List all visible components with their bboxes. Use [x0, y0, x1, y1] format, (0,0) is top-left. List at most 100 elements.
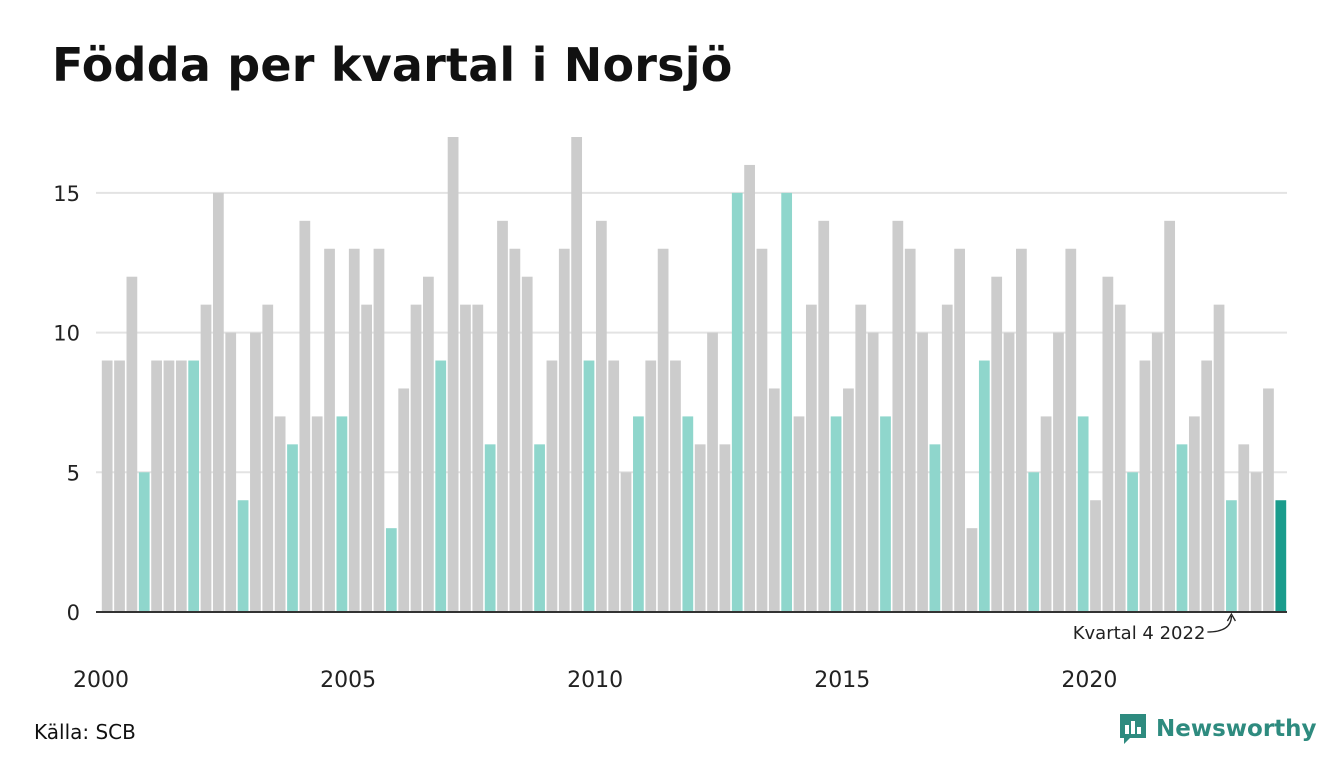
bars — [101, 137, 1287, 612]
x-tick-label: 2005 — [320, 668, 376, 693]
x-tick-label: 2020 — [1061, 668, 1117, 693]
bar — [1053, 332, 1064, 612]
bar — [781, 192, 793, 612]
bar — [237, 500, 249, 612]
bar — [892, 220, 904, 612]
source-label: Källa: SCB — [34, 720, 136, 744]
annotation-arrow — [1207, 615, 1233, 633]
bar — [101, 360, 113, 612]
bar — [361, 304, 372, 612]
bar — [410, 304, 422, 612]
bar — [1164, 220, 1176, 612]
bar — [633, 416, 644, 612]
bar — [447, 137, 459, 612]
bar — [484, 444, 496, 612]
bar — [620, 472, 632, 612]
annotation-arrowhead — [1226, 612, 1236, 622]
bar — [126, 276, 138, 612]
bar — [1102, 276, 1114, 612]
bar — [151, 360, 162, 612]
y-tick-label: 15 — [53, 182, 80, 206]
bar — [880, 416, 891, 612]
bar — [805, 304, 817, 612]
bar — [385, 528, 397, 612]
bar — [1003, 332, 1015, 612]
bar — [324, 248, 335, 612]
bar — [830, 416, 842, 612]
bar — [336, 416, 348, 612]
bar — [608, 360, 620, 612]
bar — [707, 332, 718, 612]
bar — [188, 360, 200, 612]
bar — [546, 360, 558, 612]
bar — [1263, 388, 1274, 612]
bar — [497, 220, 508, 612]
bar — [311, 416, 323, 612]
bar — [929, 444, 941, 612]
bar — [1139, 360, 1151, 612]
bar — [423, 276, 434, 612]
bar-chart: 0 5 10 15 2000 2005 2010 2015 2020 Kvartal 4 20… — [53, 137, 1287, 693]
bar — [1040, 416, 1052, 612]
bar — [175, 360, 187, 612]
bar — [1238, 444, 1250, 612]
x-tick-label: 2015 — [814, 668, 870, 693]
bar — [138, 472, 150, 612]
x-tick-label: 2000 — [73, 668, 129, 693]
bar — [1250, 472, 1262, 612]
bar — [212, 192, 224, 612]
bar — [225, 332, 237, 612]
x-tick-label: 2010 — [567, 668, 623, 693]
bar — [1016, 248, 1027, 612]
bar — [843, 388, 854, 612]
y-tick-label: 0 — [67, 601, 80, 625]
bar — [645, 360, 657, 612]
newsworthy-logo-icon — [1120, 714, 1146, 744]
bar — [398, 388, 410, 612]
bar — [373, 248, 385, 612]
bar — [1151, 332, 1163, 612]
bar — [262, 304, 274, 612]
bar — [793, 416, 805, 612]
bar — [978, 360, 990, 612]
bar — [904, 248, 916, 612]
bar — [595, 220, 607, 612]
bar — [731, 192, 743, 612]
bar — [991, 276, 1003, 612]
bar — [855, 304, 867, 612]
bar — [867, 332, 879, 612]
bar — [558, 248, 570, 612]
bar — [509, 248, 521, 612]
bar — [1213, 304, 1225, 612]
bar — [521, 276, 533, 612]
annotation-group: Kvartal 4 2022 — [1073, 612, 1236, 644]
bar — [200, 304, 212, 612]
bar — [941, 304, 953, 612]
bar — [917, 332, 928, 612]
bar — [744, 164, 755, 612]
bar — [756, 248, 768, 612]
bar — [287, 444, 298, 612]
y-tick-label: 5 — [67, 461, 80, 485]
bar — [670, 360, 681, 612]
y-axis-ticks: 0 5 10 15 — [53, 182, 80, 625]
bar — [534, 444, 545, 612]
annotation-label: Kvartal 4 2022 — [1073, 623, 1206, 644]
bar — [1077, 416, 1089, 612]
bar — [954, 248, 965, 612]
x-axis-ticks: 2000 2005 2010 2015 2020 — [73, 668, 1117, 693]
newsworthy-logo: Newsworthy — [1118, 712, 1317, 746]
bar — [768, 388, 780, 612]
bar — [114, 360, 125, 612]
bar — [250, 332, 261, 612]
bar — [657, 248, 669, 612]
brand-name: Newsworthy — [1156, 716, 1317, 742]
bar — [694, 444, 706, 612]
bar — [1090, 500, 1101, 612]
bar — [571, 137, 583, 612]
bar — [583, 360, 595, 612]
bar — [1201, 360, 1213, 612]
bar — [472, 304, 484, 612]
bar — [1114, 304, 1126, 612]
bar — [719, 444, 731, 612]
